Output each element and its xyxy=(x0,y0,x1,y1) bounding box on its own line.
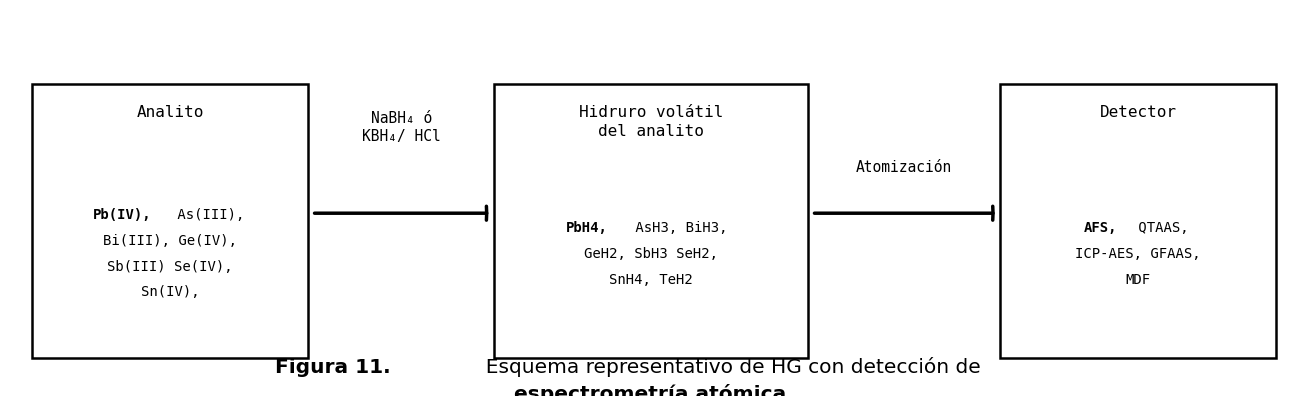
Text: Hidruro volátil
del analito: Hidruro volátil del analito xyxy=(578,105,723,139)
Text: QTAAS,: QTAAS, xyxy=(1130,221,1189,235)
Text: Pb(IV), As(III),: Pb(IV), As(III), xyxy=(103,208,237,222)
Text: ICP-AES, GFAAS,: ICP-AES, GFAAS, xyxy=(1075,247,1201,261)
Text: Pb(IV),: Pb(IV), xyxy=(13,377,72,391)
Text: AsH3, BiH3,: AsH3, BiH3, xyxy=(627,221,727,235)
Text: Analito: Analito xyxy=(136,105,204,120)
Bar xyxy=(494,84,808,358)
Text: NaBH₄ ó
KBH₄/ HCl: NaBH₄ ó KBH₄/ HCl xyxy=(362,110,441,144)
Text: Sn(IV),: Sn(IV), xyxy=(141,286,199,299)
Text: AFS, QTAAS,: AFS, QTAAS, xyxy=(1092,221,1184,235)
Text: MDF: MDF xyxy=(1125,272,1151,287)
Text: PbH4,: PbH4, xyxy=(566,221,608,235)
Text: AFS,: AFS, xyxy=(1084,221,1117,235)
Text: espectrometría atómica.: espectrometría atómica. xyxy=(514,384,794,396)
Text: PbH4, AsH3, BiH3,: PbH4, AsH3, BiH3, xyxy=(579,221,722,235)
Text: AFS,: AFS, xyxy=(13,377,47,391)
Text: PbH4,: PbH4, xyxy=(13,377,55,391)
Text: Esquema representativo de HG con detección de: Esquema representativo de HG con detecci… xyxy=(473,357,981,377)
Text: Atomización: Atomización xyxy=(855,160,952,175)
Text: AsH3, BiH3,: AsH3, BiH3, xyxy=(13,377,114,391)
Bar xyxy=(1001,84,1275,358)
Text: Figura 11.: Figura 11. xyxy=(275,358,391,377)
Text: QTAAS,: QTAAS, xyxy=(13,377,72,391)
Text: Pb(IV),: Pb(IV), xyxy=(93,208,152,222)
Text: As(III),: As(III), xyxy=(170,208,245,222)
Text: As(III),: As(III), xyxy=(13,377,89,391)
Bar xyxy=(33,84,307,358)
Text: Bi(III), Ge(IV),: Bi(III), Ge(IV), xyxy=(103,234,237,248)
Text: Sb(III) Se(IV),: Sb(III) Se(IV), xyxy=(107,260,233,274)
Text: Detector: Detector xyxy=(1100,105,1176,120)
Text: SnH4, TeH2: SnH4, TeH2 xyxy=(610,272,693,287)
Text: GeH2, SbH3 SeH2,: GeH2, SbH3 SeH2, xyxy=(583,247,718,261)
